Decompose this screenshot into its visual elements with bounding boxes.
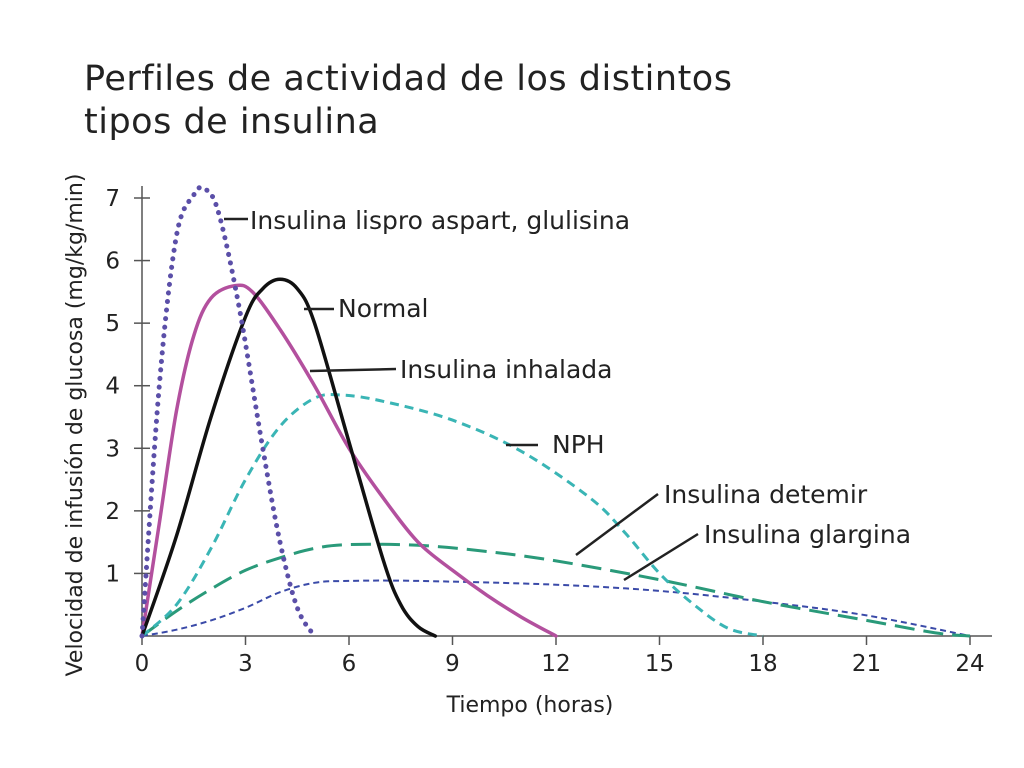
- series-line-nph: [140, 392, 764, 638]
- x-tick-label: 21: [852, 651, 881, 677]
- series-line-inhalada: [140, 283, 558, 638]
- series-label-normal: Normal: [338, 294, 428, 323]
- x-tick-label: 0: [135, 651, 150, 677]
- x-tick-label: 12: [541, 651, 570, 677]
- series-label-detemir: Insulina detemir: [664, 480, 868, 509]
- y-tick-label: 2: [105, 499, 120, 525]
- series-label-lispro: Insulina lispro aspart, glulisina: [250, 206, 630, 235]
- y-tick-label: 4: [105, 374, 120, 400]
- series-label-glargina: Insulina glargina: [704, 520, 911, 549]
- chart-title: Perfiles de actividad de los distintos t…: [84, 58, 984, 144]
- leader-line-detemir: [575, 492, 659, 557]
- y-tick-label: 1: [105, 561, 120, 587]
- x-tick-label: 6: [342, 651, 357, 677]
- x-axis-label: Tiempo (horas): [446, 693, 614, 718]
- x-tick-label: 24: [955, 651, 984, 677]
- chart-title-line-2: tipos de insulina: [84, 102, 380, 142]
- y-tick-label: 6: [105, 249, 120, 275]
- leader-line-glargina: [623, 532, 699, 582]
- series-line-detemir: [141, 542, 971, 638]
- x-tick-label: 18: [748, 651, 777, 677]
- leader-line-inhalada: [309, 367, 397, 373]
- series-line-normal: [140, 277, 438, 638]
- chart-title-line-1: Perfiles de actividad de los distintos: [84, 59, 733, 99]
- series-line-lispro: [139, 184, 317, 639]
- y-tick-label: 3: [105, 436, 120, 462]
- series-labels: Insulina lispro aspart, glulisina Normal I…: [224, 206, 911, 582]
- y-tick-label: 7: [105, 186, 120, 212]
- series-label-nph: NPH: [552, 430, 605, 459]
- x-tick-label: 3: [238, 651, 253, 677]
- y-axis-label: Velocidad de infusión de glucosa (mg/kg/…: [63, 174, 88, 677]
- x-tick-label: 9: [445, 651, 460, 677]
- x-tick-label: 15: [645, 651, 674, 677]
- y-tick-label: 5: [105, 311, 120, 337]
- series-label-inhalada: Insulina inhalada: [400, 355, 613, 384]
- series-group: [139, 184, 971, 639]
- series-line-glargina: [141, 579, 971, 637]
